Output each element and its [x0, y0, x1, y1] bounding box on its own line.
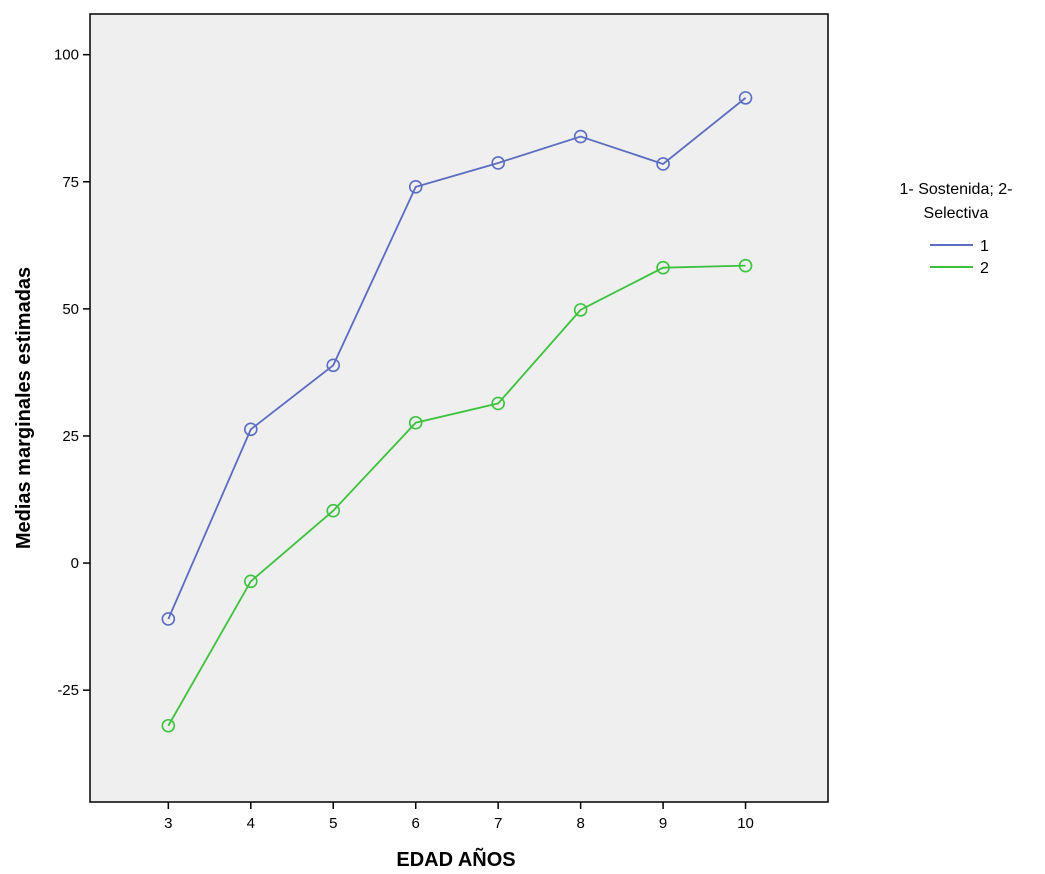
x-axis-title: EDAD AÑOS [396, 848, 515, 871]
y-tick-label: 25 [62, 428, 79, 445]
x-tick-label: 3 [164, 815, 172, 832]
x-tick-label: 6 [412, 815, 420, 832]
y-tick-label: -25 [57, 682, 79, 699]
data-point [573, 303, 588, 317]
series-layer [161, 91, 753, 733]
data-point [573, 129, 588, 144]
data-point [161, 718, 176, 733]
legend: 1- Sostenida; 2- Selectiva 1 2 [900, 181, 1013, 277]
series-line [167, 97, 747, 620]
x-tick-label: 10 [737, 815, 754, 832]
legend-title-line-2: Selectiva [924, 205, 989, 222]
x-tick-label: 4 [247, 815, 255, 832]
y-tick-label: 75 [62, 174, 79, 191]
x-tick-label: 9 [659, 815, 667, 832]
x-tick-label: 7 [494, 815, 502, 832]
x-axis: 3 4 5 6 7 8 9 10 [164, 802, 754, 832]
x-tick-label: 8 [576, 815, 584, 832]
data-point [408, 180, 423, 194]
data-point [491, 396, 505, 411]
legend-label: 1 [980, 238, 989, 255]
legend-label: 2 [980, 260, 989, 277]
data-point [326, 358, 341, 373]
data-point [161, 612, 176, 626]
y-axis-title: Medias marginales estimadas [13, 267, 35, 549]
y-axis: -25 0 25 50 75 100 [54, 47, 90, 699]
series-1 [161, 91, 753, 626]
plot-area [89, 13, 829, 803]
data-point [738, 258, 753, 273]
data-point [243, 422, 258, 437]
data-point [243, 574, 258, 589]
legend-title-line-1: 1- Sostenida; 2- [900, 181, 1013, 198]
series-2 [161, 258, 753, 733]
series-line [167, 264, 746, 727]
y-tick-label: 100 [54, 47, 79, 64]
y-tick-label: 50 [62, 301, 79, 318]
data-point [738, 91, 753, 105]
data-point [656, 260, 670, 275]
x-tick-label: 5 [329, 815, 337, 832]
data-point [491, 156, 505, 170]
y-tick-label: 0 [71, 555, 79, 572]
data-point [326, 503, 341, 518]
data-point [408, 415, 423, 430]
data-point [656, 157, 670, 171]
